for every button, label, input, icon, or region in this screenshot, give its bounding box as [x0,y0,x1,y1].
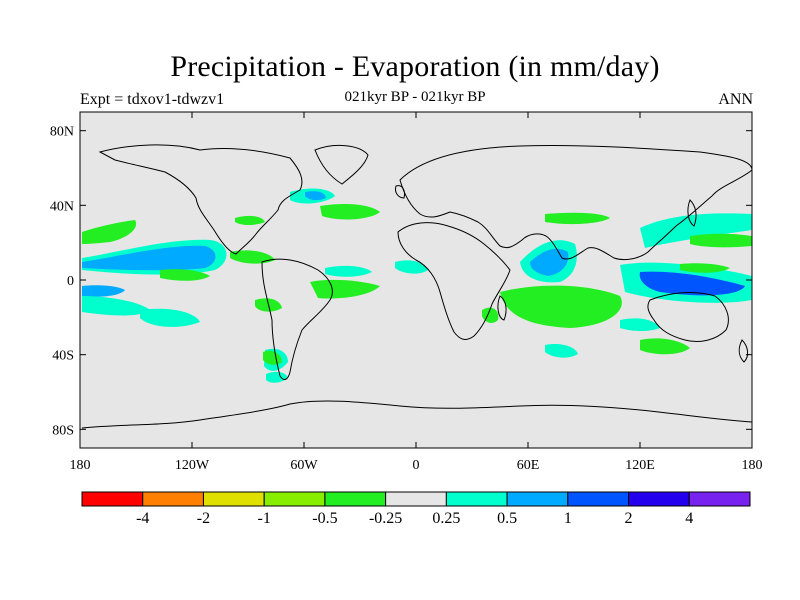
anomaly-cyan [545,344,578,358]
colorbar-swatch [628,491,690,507]
anomaly-green [230,250,275,264]
colorbar-swatch [506,491,569,507]
chart-subtitle: 021kyr BP - 021kyr BP [344,89,486,105]
lat-tick-label: 80N [50,125,74,140]
anomaly-green [500,285,622,328]
anomaly-cyan [620,318,660,331]
anomaly-blue [82,285,125,297]
anomaly-green [310,279,380,299]
lon-tick-label: 120E [625,458,655,473]
anomaly-cyan [640,213,752,248]
anomaly-green [680,263,730,273]
north-america-coast [98,144,303,255]
lon-tick-label: 180 [742,458,763,473]
season-label: ANN [718,91,753,108]
lon-tick-label: 60W [290,458,318,473]
anomaly-cyan [325,265,372,277]
japan-coast [687,199,697,227]
africa-coast [397,222,511,340]
colorbar-label: 2 [625,510,633,527]
colorbar-label: -0.5 [312,510,337,527]
colorbar-swatch [688,491,751,507]
greenland-coast [314,144,369,185]
chart-title: Precipitation - Evaporation (in mm/day) [170,50,660,83]
continent-outlines [81,144,753,429]
colorbar-label: 0.5 [497,510,517,527]
anomaly-blue [639,271,745,296]
anomaly-green [235,215,265,225]
colorbar-swatch [385,491,447,507]
experiment-label: Expt = tdxov1-tdwzv1 [80,91,225,108]
anomaly-cyan [140,308,200,327]
anomaly-fields [82,188,752,383]
colorbar-label: -4 [136,510,149,527]
lat-tick-label: 0 [67,274,74,289]
lon-tick-label: 120W [175,458,210,473]
british-isles-coast [395,185,405,199]
colorbar-label: -0.25 [369,510,402,527]
colorbar-swatch [142,491,204,507]
anomaly-blue [530,248,569,276]
lat-tick-label: 40S [52,349,74,364]
anomaly-green [690,233,752,248]
axis-ticks: 80N 40N 0 40S 80S 180 120W 60W 0 60E 120E 180 [50,112,763,473]
colorbar-label: -2 [197,510,210,527]
madagascar-coast [497,295,507,321]
anomaly-cyan [82,296,150,316]
anomaly-blue [305,191,326,201]
colorbar-label: 1 [564,510,572,527]
colorbar-swatch [445,491,508,507]
anomaly-green [640,338,690,355]
antarctica-coast [81,400,753,429]
anomaly-cyan [395,260,428,274]
colorbar-swatch [263,491,326,507]
colorbar-swatch [202,491,265,507]
lon-tick-label: 0 [413,458,420,473]
colorbar-label: -1 [258,510,271,527]
colorbar-label: 0.25 [432,510,460,527]
lat-tick-label: 80S [52,423,74,438]
lat-tick-label: 40N [50,199,74,214]
colorbar-swatch [567,491,630,507]
lon-tick-label: 180 [70,458,91,473]
anomaly-green [320,204,380,220]
anomaly-green [545,212,610,225]
new-zealand-coast [738,339,749,363]
eurasia-coast [399,144,753,261]
colorbar-swatch [81,491,144,507]
colorbar: -4 -2 -1 -0.5 -0.25 0.25 0.5 1 2 4 [81,491,751,527]
anomaly-green [160,269,210,281]
anomaly-blue [82,245,216,271]
anomaly-cyan [266,371,288,383]
colorbar-label: 4 [685,510,693,527]
south-america-coast [261,258,333,380]
anomaly-green [263,350,282,365]
anomaly-green [82,220,137,244]
lon-tick-label: 60E [517,458,540,473]
australia-coast [647,292,729,343]
colorbar-swatch [324,491,387,507]
